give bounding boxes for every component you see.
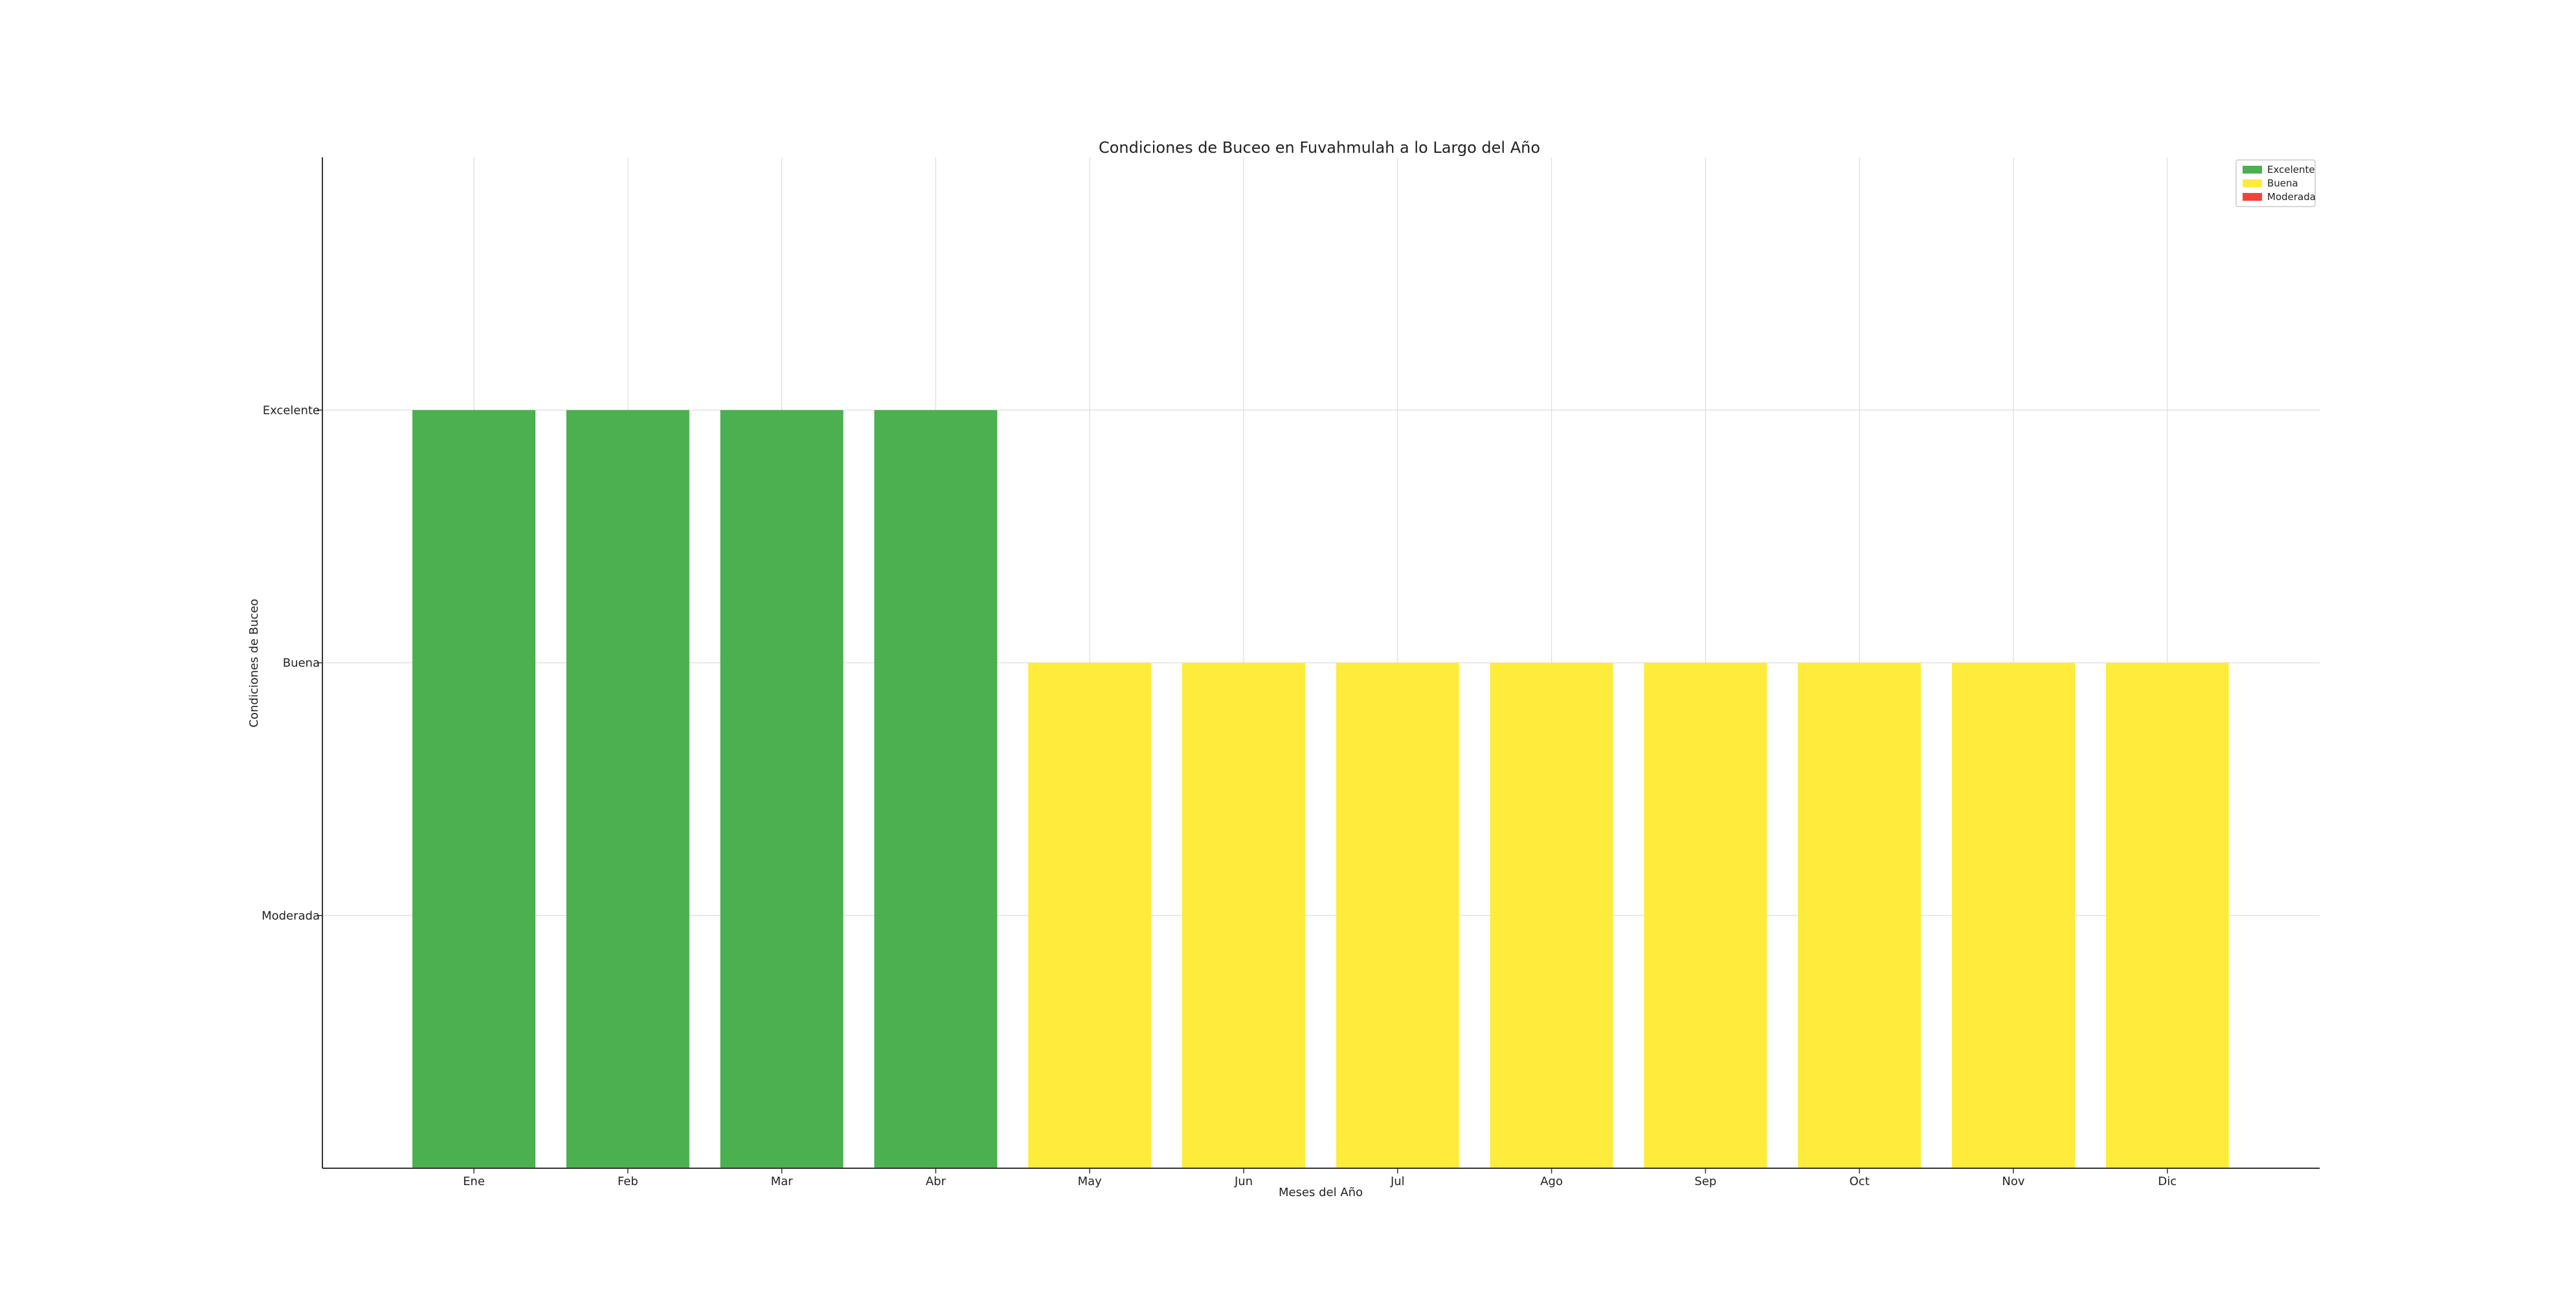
y-axis-title: Condiciones de Buceo [247, 599, 261, 728]
bar-abr [874, 410, 998, 1168]
x-tick-label: Sep [1694, 1175, 1716, 1188]
x-tick-label: Ago [1540, 1175, 1563, 1188]
y-tick-label: Excelente [263, 403, 320, 417]
legend-label: Excelente [2267, 164, 2315, 175]
x-tick-label: Mar [771, 1175, 794, 1188]
bar-ago [1490, 662, 1613, 1168]
chart-title: Condiciones de Buceo en Fuvahmulah a lo … [1099, 139, 1540, 157]
legend: Excelente Buena Moderada [2235, 159, 2316, 207]
x-tick-label: May [1078, 1175, 1103, 1188]
x-tick-label: Abr [926, 1175, 946, 1188]
legend-swatch-moderada [2243, 193, 2262, 201]
bar-may [1028, 662, 1152, 1168]
y-tick-label: Moderada [262, 909, 320, 923]
x-axis-title: Meses del Año [1279, 1186, 1363, 1199]
x-tick-label: Nov [2002, 1175, 2024, 1188]
x-tick-label: Oct [1850, 1175, 1870, 1188]
x-tick-label: Feb [618, 1175, 638, 1188]
bar-sep [1644, 662, 1767, 1168]
bar-feb [566, 410, 689, 1168]
legend-swatch-buena [2243, 179, 2262, 187]
x-tick-label: Ene [463, 1175, 485, 1188]
y-tick-label: Buena [283, 657, 320, 670]
bar-nov [1952, 662, 2075, 1168]
legend-swatch-excelente [2243, 166, 2262, 174]
x-tick-label: Jun [1234, 1175, 1253, 1188]
x-ticks: Ene Feb Mar Abr May Jun Jul Ago Sep Oct Nov Dic [463, 1168, 2177, 1188]
bar-mar [720, 410, 844, 1168]
legend-label: Buena [2267, 177, 2298, 189]
bar-ene [412, 410, 535, 1168]
bar-dic [2105, 662, 2229, 1168]
legend-label: Moderada [2267, 191, 2316, 203]
x-tick-label: Jul [1390, 1175, 1405, 1188]
bar-jul [1336, 662, 1459, 1168]
bar-oct [1798, 662, 1921, 1168]
bar-jun [1182, 662, 1305, 1168]
bars [412, 410, 2229, 1168]
y-ticks: Moderada Buena Excelente [262, 403, 322, 923]
x-tick-label: Dic [2158, 1175, 2177, 1188]
